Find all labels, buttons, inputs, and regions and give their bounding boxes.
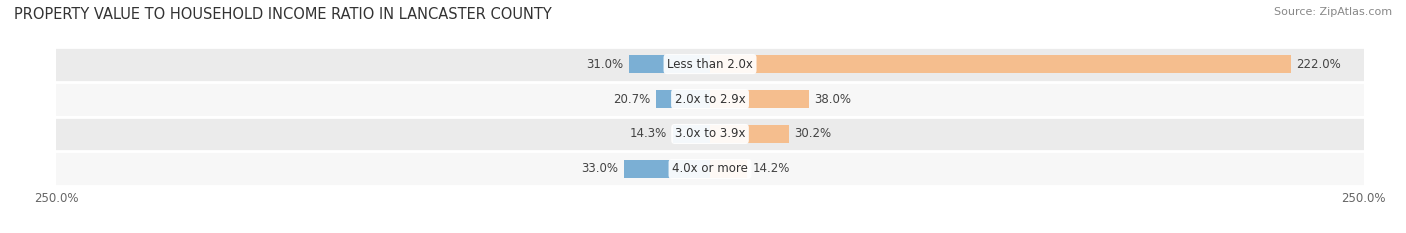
Text: PROPERTY VALUE TO HOUSEHOLD INCOME RATIO IN LANCASTER COUNTY: PROPERTY VALUE TO HOUSEHOLD INCOME RATIO…	[14, 7, 551, 22]
Text: 4.0x or more: 4.0x or more	[672, 162, 748, 175]
Bar	[672, 125, 710, 143]
Text: 14.2%: 14.2%	[752, 162, 790, 175]
Bar	[710, 90, 810, 108]
Bar	[56, 47, 1364, 82]
Text: 14.3%: 14.3%	[630, 127, 668, 140]
Text: 30.2%: 30.2%	[794, 127, 831, 140]
Text: 33.0%: 33.0%	[582, 162, 619, 175]
Bar	[624, 160, 710, 178]
Bar	[655, 90, 710, 108]
Text: Source: ZipAtlas.com: Source: ZipAtlas.com	[1274, 7, 1392, 17]
Text: 2.0x to 2.9x: 2.0x to 2.9x	[675, 93, 745, 106]
Bar	[710, 160, 747, 178]
Text: 3.0x to 3.9x: 3.0x to 3.9x	[675, 127, 745, 140]
Text: Less than 2.0x: Less than 2.0x	[666, 58, 754, 71]
Text: 222.0%: 222.0%	[1296, 58, 1340, 71]
Text: 38.0%: 38.0%	[814, 93, 852, 106]
Bar	[56, 151, 1364, 186]
Bar	[710, 125, 789, 143]
Bar	[710, 55, 1291, 73]
Bar	[628, 55, 710, 73]
Text: 31.0%: 31.0%	[586, 58, 624, 71]
Text: 20.7%: 20.7%	[613, 93, 651, 106]
Bar	[56, 82, 1364, 116]
Bar	[56, 116, 1364, 151]
